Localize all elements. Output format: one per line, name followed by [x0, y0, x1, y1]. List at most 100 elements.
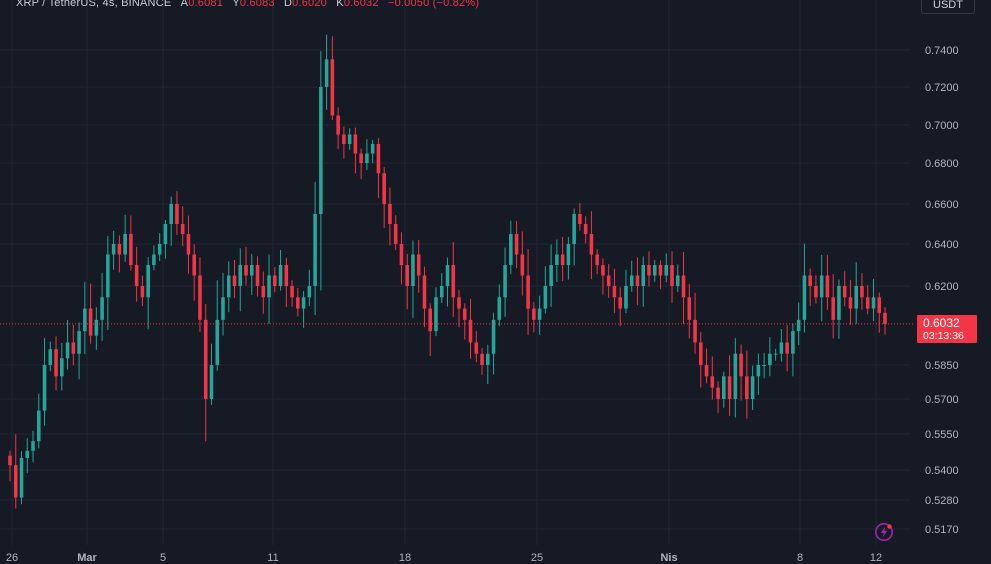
candle-body	[129, 234, 133, 265]
candle-body	[480, 353, 484, 365]
candle-body	[693, 319, 697, 343]
candle-body	[106, 254, 110, 298]
low-value: 0.6020	[292, 0, 328, 9]
candle-body	[457, 297, 461, 309]
candle-body	[249, 265, 254, 276]
candle-body	[808, 275, 812, 286]
close-label: K	[336, 0, 344, 9]
candle-body	[652, 265, 657, 276]
candle-body	[773, 353, 778, 355]
candle-body	[376, 144, 381, 174]
candle-body	[439, 286, 444, 298]
candle-body	[169, 204, 173, 224]
candle-body	[65, 342, 70, 359]
candle-body	[624, 286, 628, 309]
change-value: −0.0050 (−0.82%)	[387, 0, 480, 9]
candle-body	[739, 353, 743, 377]
symbol-title[interactable]: XRP / TetherUS, 4s, BINANCE	[16, 0, 172, 9]
candle-body	[290, 286, 294, 298]
candle-body	[883, 312, 887, 324]
candle-body	[226, 275, 231, 298]
candle-body	[284, 265, 289, 286]
candle-body	[313, 214, 317, 286]
candle-body	[152, 254, 156, 265]
candle-body	[727, 376, 732, 399]
candle-body	[848, 297, 853, 309]
candle-body	[353, 134, 358, 154]
low-label: D	[284, 0, 293, 9]
candle-body	[509, 234, 513, 265]
candle-body	[572, 214, 576, 244]
candle-body	[537, 308, 542, 320]
candle-body	[123, 234, 127, 255]
candle-body	[549, 265, 553, 286]
candle-body	[175, 204, 179, 224]
candle-body	[146, 265, 150, 298]
candle-body	[756, 365, 761, 377]
candle-body	[768, 353, 772, 365]
candle-body	[670, 265, 674, 286]
candle-body	[825, 275, 830, 298]
candle-body	[405, 265, 409, 286]
candle-body	[365, 153, 369, 163]
candle-body	[19, 458, 24, 498]
open-value: 0.6081	[188, 0, 224, 9]
time-tick-label: Mar	[77, 552, 97, 564]
candle-body	[750, 376, 755, 399]
candle-body	[330, 59, 335, 116]
candle-body	[647, 265, 651, 276]
candle-body	[42, 365, 47, 411]
grid-lines	[0, 0, 910, 545]
candle-body	[814, 286, 818, 298]
price-tick-label: 0.6200	[925, 281, 959, 293]
candle-body	[416, 254, 421, 276]
candle-body	[215, 319, 220, 365]
candle-body	[791, 331, 795, 354]
price-tick-label: 0.7200	[925, 82, 959, 94]
time-tick-label: 11	[267, 552, 278, 564]
candle-body	[612, 286, 617, 298]
candle-body	[388, 204, 392, 224]
candle-body	[589, 234, 594, 255]
candle-body	[347, 134, 352, 144]
candle-body	[422, 275, 427, 309]
time-tick-label: 8	[797, 552, 803, 564]
candle-body	[428, 308, 433, 332]
candle-body	[583, 224, 588, 234]
candle-body	[560, 254, 565, 265]
candle-body	[100, 297, 104, 320]
price-tick-label: 0.5280	[925, 495, 959, 507]
candle-body	[785, 342, 789, 354]
currency-selector[interactable]: USDT	[921, 0, 975, 14]
time-axis[interactable]: 26 Mar 5 11 18 25 Nis 8 12	[6, 552, 882, 564]
candle-body	[301, 297, 306, 309]
time-tick-label: 25	[531, 552, 543, 564]
candle-body	[704, 365, 709, 377]
candle-body	[526, 275, 530, 309]
candle-body	[255, 265, 260, 286]
price-axis[interactable]: 0.7400 0.7200 0.7000 0.6800 0.6600 0.6400 0.62…	[925, 45, 959, 536]
candle-body	[566, 244, 571, 265]
candle-body	[497, 297, 502, 320]
price-tick-label: 0.6800	[925, 158, 959, 170]
candle-body	[60, 358, 64, 377]
candle-body	[25, 450, 30, 458]
lightning-bolt-icon[interactable]	[874, 522, 894, 542]
candle-body	[88, 308, 93, 336]
candle-body	[871, 297, 876, 309]
candle-body	[860, 286, 864, 298]
candle-body	[837, 286, 841, 320]
candle-body	[468, 319, 473, 343]
candle-body	[681, 275, 686, 298]
candles	[8, 34, 887, 509]
candle-body	[618, 297, 622, 309]
candle-countdown: 03:13:36	[923, 330, 964, 342]
candle-body	[831, 297, 835, 320]
candle-body	[635, 275, 640, 286]
candle-body	[601, 265, 605, 276]
price-tick-label: 0.6400	[925, 239, 959, 251]
candle-body	[307, 286, 312, 298]
candle-body	[209, 365, 214, 399]
